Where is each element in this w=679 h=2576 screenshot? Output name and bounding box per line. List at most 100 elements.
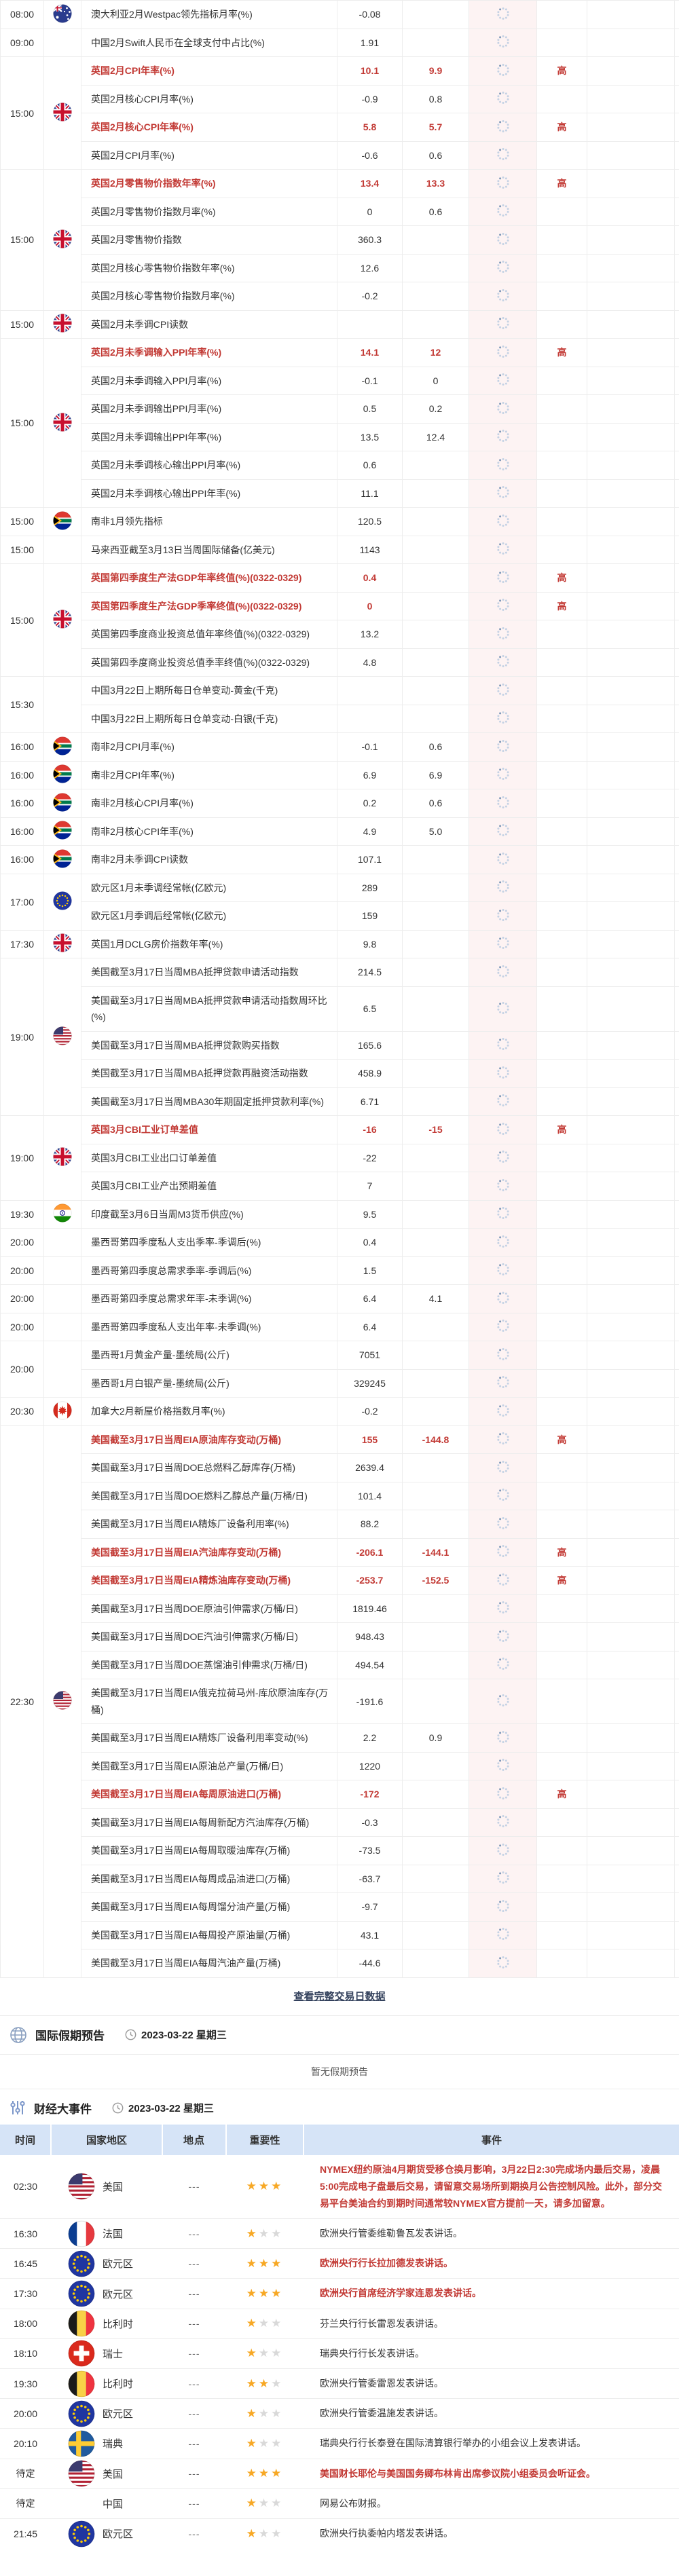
view-full-data-row: 查看完整交易日数据 [0, 1978, 679, 2016]
published-value-loading [469, 760, 537, 789]
calendar-row: 美国截至3月17日当周MBA抵押贷款申请活动指数周环比(%) 6.5 [1, 986, 679, 1032]
forecast-value [402, 958, 469, 987]
loading-spinner-icon [496, 1207, 511, 1222]
forecast-value: 0 [402, 366, 469, 395]
forecast-value: 12 [402, 338, 469, 367]
forecast-value [402, 1087, 469, 1116]
country-name: 美国 [103, 2468, 124, 2480]
published-value-loading [469, 789, 537, 818]
event-time: 15:00 [0, 507, 44, 536]
chart-link-cell [674, 1566, 679, 1595]
forecast-value: 4.1 [402, 1284, 469, 1313]
calendar-row: 美国截至3月17日当周DOE燃料乙醇总产量(万桶/日) 101.4 [1, 1481, 679, 1510]
chart-link-cell [674, 1425, 679, 1454]
event-country-cell: 美国 [51, 2155, 162, 2219]
events-header-row: 时间 国家地区 地点 重要性 事件 [0, 2125, 679, 2155]
previous-value: 1.5 [337, 1256, 403, 1285]
calendar-row: 英国2月零售物价指数月率(%) 0 0.6 [1, 197, 679, 226]
calendar-row: 美国截至3月17日当周EIA精炼厂设备利用率(%) 88.2 [1, 1510, 679, 1539]
importance-label [536, 958, 587, 987]
loading-spinner-icon [496, 1601, 511, 1617]
importance-label [536, 676, 587, 705]
country-flag-cell [43, 958, 81, 1116]
importance-stars: ★★★ [246, 2317, 284, 2330]
view-full-data-link[interactable]: 查看完整交易日数据 [293, 1990, 386, 2002]
loading-spinner-icon [496, 401, 511, 417]
calendar-row: 美国截至3月17日当周EIA每周成品油进口(万桶) -63.7 [1, 1864, 679, 1893]
flag-gb-icon [53, 933, 72, 952]
effect-cell [587, 648, 675, 677]
country-flag-cell [43, 1256, 81, 1285]
event-time: 20:30 [0, 1397, 44, 1426]
published-value-loading [469, 1256, 537, 1285]
effect-cell [587, 1087, 675, 1116]
event-time: 20:00 [0, 1256, 44, 1285]
indicator-name: 美国截至3月17日当周EIA原油库存变动(万桶) [81, 1425, 337, 1454]
indicator-name: 英国2月CPI月率(%) [81, 141, 337, 170]
loading-spinner-icon [496, 1404, 511, 1420]
calendar-row: 英国2月核心零售物价指数年率(%) 12.6 [1, 253, 679, 282]
loading-spinner-icon [496, 1871, 511, 1887]
chart-link-cell [674, 282, 679, 311]
globe-icon [10, 2026, 27, 2044]
indicator-name: 英国2月未季调核心输出PPI年率(%) [81, 479, 337, 508]
previous-value: -191.6 [337, 1679, 403, 1724]
calendar-row: 20:30 加拿大2月新屋价格指数月率(%) -0.2 [0, 1397, 679, 1426]
loading-spinner-icon [496, 655, 511, 671]
event-location: --- [162, 2518, 226, 2549]
chart-link-cell [674, 1087, 679, 1116]
forecast-value [402, 1892, 469, 1922]
importance-label: 高 [536, 591, 587, 620]
indicator-name: 南非2月未季调CPI读数 [81, 845, 337, 874]
country-flag-cell [43, 507, 81, 536]
published-value-loading [469, 1723, 537, 1753]
chart-link-cell [674, 394, 679, 424]
chart-link-cell [674, 1594, 679, 1623]
loading-spinner-icon [496, 1899, 511, 1916]
indicator-name: 英国2月未季调输入PPI年率(%) [81, 338, 337, 367]
importance-label [536, 1453, 587, 1482]
country-flag-cell [43, 28, 81, 57]
calendar-row: 英国2月未季调核心输出PPI年率(%) 11.1 [1, 479, 679, 508]
chart-link-cell [674, 1481, 679, 1510]
importance-stars: ★★★ [246, 2256, 284, 2270]
loading-spinner-icon [496, 1038, 511, 1053]
indicator-name: 美国截至3月17日当周EIA每周新配方汽油库存(万桶) [81, 1808, 337, 1837]
effect-cell [587, 1650, 675, 1679]
previous-value: 43.1 [337, 1920, 403, 1949]
event-time: 17:00 [0, 873, 44, 931]
calendar-row: 20:00 墨西哥第四季度私人支出年率-未季调(%) 6.4 [0, 1312, 679, 1341]
effect-cell [587, 873, 675, 902]
indicator-name: 美国截至3月17日当周EIA每周馏分油产量(万桶) [81, 1892, 337, 1922]
previous-value: -172 [337, 1780, 403, 1809]
effect-cell [587, 1172, 675, 1201]
chart-link-cell [674, 591, 679, 620]
country-flag-cell [43, 1341, 81, 1398]
loading-spinner-icon [496, 63, 511, 79]
flag-gb-icon [53, 412, 72, 432]
importance-label [536, 817, 587, 846]
country-flag-cell [43, 929, 81, 958]
indicator-name: 英国2月核心零售物价指数月率(%) [81, 282, 337, 311]
published-value-loading [469, 1920, 537, 1949]
event-time: 20:00 [0, 1284, 44, 1313]
chart-link-cell [674, 1397, 679, 1426]
importance-label [536, 479, 587, 508]
event-description: 网易公布财报。 [304, 2488, 679, 2519]
effect-cell [587, 113, 675, 142]
effect-cell [587, 507, 675, 536]
published-value-loading [469, 1679, 537, 1724]
previous-value: 1.91 [337, 28, 403, 57]
effect-cell [587, 338, 675, 367]
chart-link-cell [674, 1199, 679, 1229]
country-flag-cell [43, 0, 81, 29]
published-value-loading [469, 1537, 537, 1567]
chart-link-cell [674, 0, 679, 29]
indicator-name: 美国截至3月17日当周EIA每周投产原油量(万桶) [81, 1920, 337, 1949]
country-flag-cell [43, 1228, 81, 1257]
loading-spinner-icon [496, 317, 511, 333]
indicator-name: 南非2月核心CPI月率(%) [81, 789, 337, 818]
importance-label [536, 760, 587, 789]
effect-cell [587, 1115, 675, 1144]
published-value-loading [469, 1892, 537, 1922]
